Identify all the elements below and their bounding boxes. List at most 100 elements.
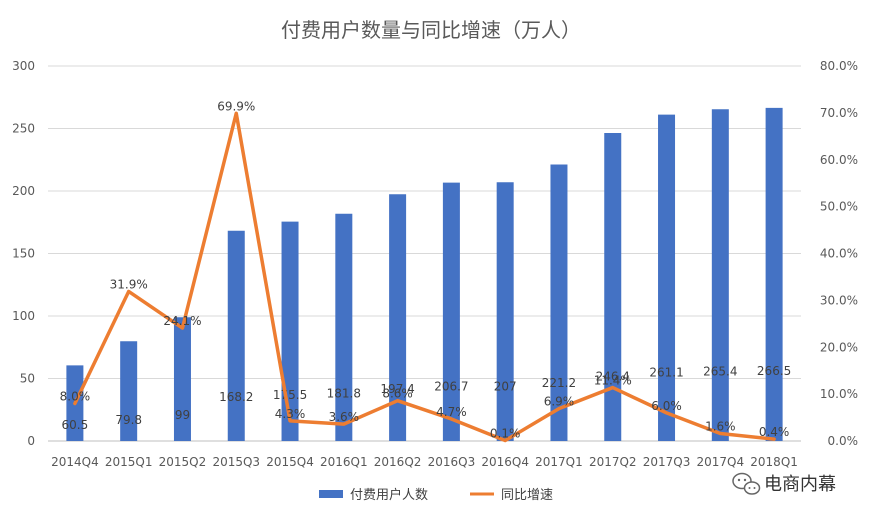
gridlines <box>48 65 801 442</box>
legend-bar-label: 付费用户人数 <box>350 487 428 503</box>
left-tick-label: 50 <box>20 372 35 386</box>
bar-data-label: 79.8 <box>115 413 142 427</box>
bar <box>173 317 191 441</box>
bar <box>658 114 676 441</box>
line-data-label: 1.6% <box>705 420 736 434</box>
line-series <box>73 111 776 443</box>
bar-data-label: 221.2 <box>542 376 576 390</box>
line-point <box>449 417 453 421</box>
x-tick-label: 2016Q3 <box>428 455 476 469</box>
line-data-label: 4.7% <box>436 405 467 419</box>
line-point <box>396 399 400 403</box>
watermark: 电商内幕 <box>732 472 836 495</box>
x-tick-label: 2016Q2 <box>374 455 422 469</box>
line-point <box>288 419 292 423</box>
line-point <box>234 111 238 115</box>
line-point <box>342 422 346 426</box>
left-tick-label: 0 <box>27 434 35 448</box>
bar-series <box>66 107 783 441</box>
x-tick-label: 2015Q4 <box>266 455 314 469</box>
left-tick-label: 200 <box>12 184 35 198</box>
line-data-label: 0.4% <box>759 425 790 439</box>
bar <box>442 182 460 441</box>
line-point <box>180 326 184 330</box>
watermark-text: 电商内幕 <box>764 474 836 495</box>
left-tick-label: 300 <box>12 59 35 73</box>
bar <box>227 230 245 441</box>
line-point <box>127 289 131 293</box>
bar-data-label: 261.1 <box>649 365 683 379</box>
bar-data-label: 246.4 <box>596 369 630 383</box>
bar-data-label: 99 <box>175 408 190 422</box>
bar-data-labels: 60.5 79.8 99 168.2 175.5 181.8 197.4 206.7 207 22… <box>62 364 792 432</box>
chart-title: 付费用户数量与同比增速（万人） <box>281 18 581 42</box>
line-data-label: 31.9% <box>110 277 148 291</box>
line-data-label: 0.1% <box>490 427 521 441</box>
left-tick-label: 100 <box>12 309 35 323</box>
x-tick-label: 2017Q4 <box>697 455 745 469</box>
line-data-label: 3.6% <box>329 410 360 424</box>
line-point <box>73 402 77 405</box>
bar <box>281 221 299 441</box>
x-tick-label: 2017Q3 <box>643 455 691 469</box>
left-tick-label: 250 <box>12 122 35 136</box>
right-tick-label: 30.0% <box>820 293 858 307</box>
right-axis: 0.0% 10.0% 20.0% 30.0% 40.0% 50.0% 60.0% 70.0% 8… <box>820 59 858 448</box>
legend-line-label: 同比增速 <box>501 488 553 503</box>
right-tick-label: 40.0% <box>820 247 858 261</box>
right-tick-label: 60.0% <box>820 153 858 167</box>
x-tick-label: 2017Q1 <box>535 455 583 469</box>
line-data-labels: 8.0% 31.9% 24.1% 69.9% 4.3% 3.6% 8.6% 4.7% 0.1% 6… <box>60 99 790 440</box>
x-tick-label: 2015Q2 <box>159 455 207 469</box>
bar-data-label: 168.2 <box>219 390 253 404</box>
line-data-label: 6.0% <box>651 399 682 413</box>
left-tick-label: 150 <box>12 247 35 261</box>
line-point <box>611 386 615 390</box>
bar <box>496 182 514 441</box>
line-data-label: 8.6% <box>382 387 413 401</box>
x-tick-label: 2017Q2 <box>589 455 637 469</box>
growth-line <box>73 111 776 443</box>
bar <box>550 164 568 441</box>
line-data-label: 11.4% <box>594 374 632 388</box>
bar-data-label: 197.4 <box>380 382 414 396</box>
right-tick-label: 0.0% <box>828 434 859 448</box>
bar <box>765 107 783 441</box>
right-tick-label: 80.0% <box>820 59 858 73</box>
bar-data-label: 175.5 <box>273 388 307 402</box>
x-tick-label: 2015Q3 <box>212 455 260 469</box>
bar-data-label: 265.4 <box>703 364 737 378</box>
line-data-label: 69.9% <box>217 99 255 113</box>
right-tick-label: 50.0% <box>820 200 858 214</box>
line-point <box>557 407 561 411</box>
legend: 付费用户人数 同比增速 <box>319 487 553 503</box>
right-tick-label: 70.0% <box>820 106 858 120</box>
right-tick-label: 20.0% <box>820 340 858 354</box>
line-data-label: 8.0% <box>60 390 91 404</box>
x-tick-label: 2016Q1 <box>320 455 368 469</box>
left-axis: 0 50 100 150 200 250 300 <box>12 59 35 448</box>
line-data-label: 4.3% <box>275 407 306 421</box>
x-tick-label: 2016Q4 <box>481 455 529 469</box>
bar <box>711 109 729 441</box>
line-point <box>718 432 722 435</box>
bar-data-label: 207 <box>494 380 517 394</box>
wechat-icon <box>732 472 761 495</box>
legend-bar-swatch <box>319 490 343 498</box>
line-data-label: 24.1% <box>163 314 201 328</box>
x-tick-label: 2018Q1 <box>750 455 798 469</box>
bar <box>604 133 622 441</box>
bar <box>120 341 138 441</box>
x-tick-label: 2015Q1 <box>105 455 153 469</box>
x-tick-label: 2014Q4 <box>51 455 99 469</box>
bar <box>335 213 353 441</box>
right-tick-label: 10.0% <box>820 387 858 401</box>
x-axis: 2014Q4 2015Q1 2015Q2 2015Q3 2015Q4 2016Q1 2016… <box>51 455 798 469</box>
line-point <box>503 439 507 443</box>
bar-data-label: 266.5 <box>757 364 791 378</box>
line-data-label: 6.9% <box>544 395 575 409</box>
bar-data-label: 60.5 <box>62 418 89 432</box>
line-point <box>665 411 669 415</box>
line-point <box>772 437 776 441</box>
